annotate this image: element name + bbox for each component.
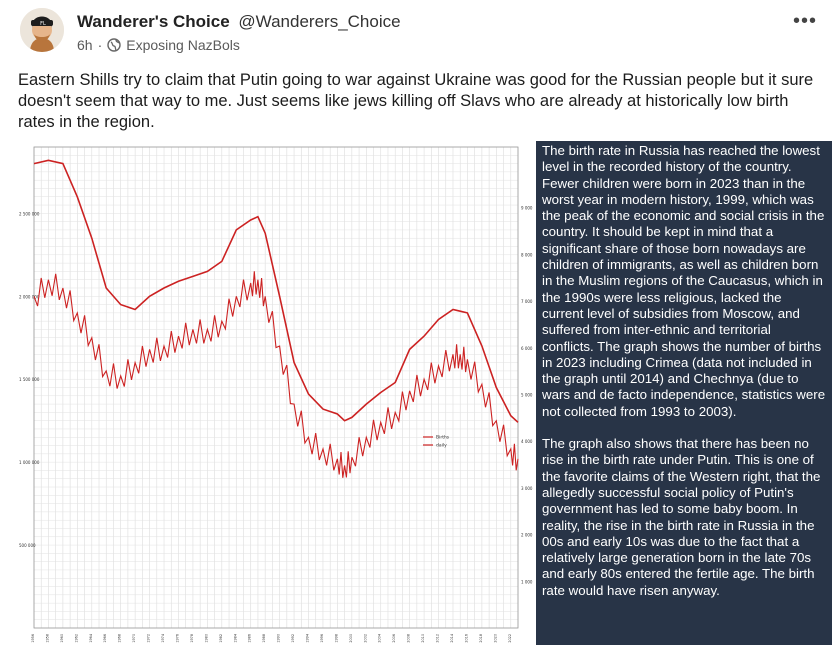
author-name[interactable]: Wanderer's Choice: [77, 12, 230, 31]
x-tick-label: 2000: [349, 634, 353, 643]
x-tick-label: 1966: [103, 634, 107, 643]
x-tick-label: 1988: [262, 634, 266, 643]
x-tick-label: 1994: [306, 634, 310, 643]
x-tick-label: 1958: [45, 634, 49, 643]
y-right-tick-label: 2 000: [521, 533, 533, 538]
y-right-tick-label: 1 000: [521, 579, 533, 584]
y-right-tick-label: 5 000: [521, 393, 533, 398]
x-tick-label: 1962: [74, 634, 78, 643]
y-right-tick-label: 9 000: [521, 206, 533, 211]
x-tick-label: 1986: [248, 634, 252, 643]
post-text: Eastern Shills try to claim that Putin g…: [18, 71, 814, 131]
x-tick-label: 1998: [334, 634, 338, 643]
x-tick-label: 1976: [175, 634, 179, 643]
y-right-tick-label: 6 000: [521, 346, 533, 351]
y-left-tick-label: 1 000 000: [19, 460, 40, 465]
x-tick-label: 2004: [378, 634, 382, 643]
y-right-tick-label: 8 000: [521, 252, 533, 257]
x-tick-label: 2010: [421, 634, 425, 643]
x-tick-label: 2014: [450, 634, 454, 643]
post-meta: 6h · Exposing NazBols: [77, 37, 240, 53]
x-tick-label: 1960: [60, 634, 64, 643]
chart-panel: 2 500 000 2 000 000 1 500 000 1 000 000 500 …: [18, 141, 535, 647]
author-handle[interactable]: @Wanderers_Choice: [238, 12, 401, 31]
x-tick-label: 2002: [363, 634, 367, 643]
y-left-tick-label: 1 500 000: [19, 377, 40, 382]
legend-label: Births: [436, 435, 450, 441]
caption-panel: The birth rate in Russia has reached the…: [536, 141, 832, 645]
y-right-tick-label: 7 000: [521, 299, 533, 304]
x-tick-label: 2006: [392, 634, 396, 643]
plot-frame: [33, 146, 519, 629]
y-left-tick-label: 500 000: [19, 543, 36, 548]
more-icon[interactable]: •••: [792, 10, 817, 32]
y-right-tick-label: 4 000: [521, 439, 533, 444]
x-tick-label: 1990: [277, 634, 281, 643]
x-tick-label: 1992: [291, 634, 295, 643]
births-chart: 2 500 000 2 000 000 1 500 000 1 000 000 500 …: [19, 146, 533, 643]
post-time[interactable]: 6h: [77, 37, 93, 53]
x-tick-label: 2016: [464, 634, 468, 643]
x-tick-label: 1978: [190, 634, 194, 643]
x-tick-label: 1968: [118, 634, 122, 643]
x-tick-label: 1980: [204, 634, 208, 643]
globe-icon: [107, 38, 121, 52]
caption-paragraph-2: The graph also shows that there has been…: [542, 436, 821, 598]
x-tick-label: 2018: [479, 634, 483, 643]
svg-text:FL: FL: [40, 21, 46, 27]
y-right-tick-label: 3 000: [521, 486, 533, 491]
y-left-tick-label: 2 500 000: [19, 211, 40, 216]
x-tick-label: 1956: [31, 634, 35, 643]
x-tick-label: 2020: [493, 634, 497, 643]
x-tick-label: 1984: [233, 634, 237, 643]
x-tick-label: 2008: [407, 634, 411, 643]
author-line: Wanderer's Choice @Wanderers_Choice: [77, 12, 401, 32]
x-tick-label: 2012: [436, 634, 440, 643]
x-tick-label: 2022: [508, 634, 512, 643]
avatar[interactable]: FL: [20, 8, 64, 52]
series-line-0: [33, 159, 519, 423]
community-name[interactable]: Exposing NazBols: [126, 37, 240, 53]
x-tick-label: 1996: [320, 634, 324, 643]
x-tick-label: 1974: [161, 634, 165, 643]
series-line-1: [33, 271, 519, 478]
x-tick-label: 1972: [147, 634, 151, 643]
x-tick-label: 1982: [219, 634, 223, 643]
y-left-tick-label: 2 000 000: [19, 294, 40, 299]
avatar-icon: FL: [20, 8, 64, 52]
meta-dot: ·: [97, 37, 103, 53]
caption-paragraph-1: The birth rate in Russia has reached the…: [542, 143, 826, 419]
legend-label: daily: [436, 443, 447, 449]
x-tick-label: 1964: [89, 634, 93, 643]
x-tick-label: 1970: [132, 634, 136, 643]
